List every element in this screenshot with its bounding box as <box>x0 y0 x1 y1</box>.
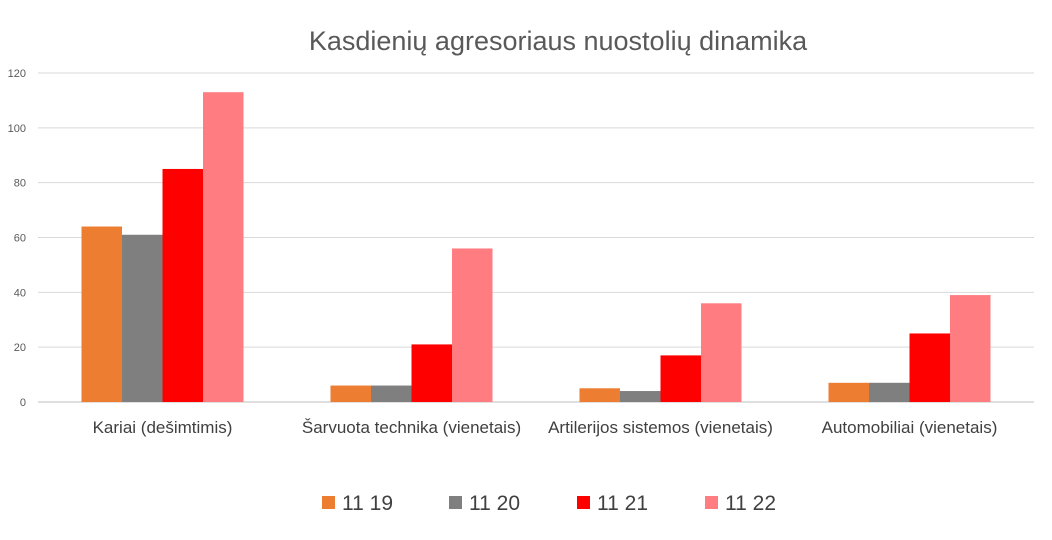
legend-swatch <box>322 496 335 509</box>
x-tick-label: Automobiliai (vienetais) <box>822 418 998 437</box>
legend-swatch <box>577 496 590 509</box>
bar <box>203 92 244 403</box>
bar <box>950 295 991 402</box>
y-tick-label: 120 <box>8 68 26 80</box>
x-tick-label: Kariai (dešimtimis) <box>93 418 233 437</box>
legend: 11 19 11 20 11 21 11 22 <box>322 492 776 515</box>
x-tick-label: Artilerijos sistemos (vienetais) <box>548 418 773 437</box>
legend-item: 11 20 <box>449 492 520 515</box>
y-tick-label: 80 <box>14 178 26 190</box>
legend-item: 11 19 <box>322 492 393 515</box>
y-tick-label: 0 <box>20 397 26 409</box>
y-tick-label: 40 <box>14 287 26 299</box>
bar <box>579 388 620 402</box>
bar <box>162 168 203 402</box>
x-axis-ticks: Kariai (dešimtimis) Šarvuota technika (vi… <box>93 418 998 437</box>
legend-item: 11 22 <box>705 492 776 515</box>
bar <box>81 226 122 402</box>
legend-label: 11 21 <box>597 492 648 515</box>
bar <box>122 234 163 402</box>
legend-swatch <box>449 496 462 509</box>
chart-title: Kasdienių agresoriaus nuostolių dinamika <box>309 26 808 56</box>
bar <box>869 382 910 402</box>
legend-item: 11 21 <box>577 492 648 515</box>
y-tick-label: 20 <box>14 342 26 354</box>
bar <box>701 303 742 402</box>
bar <box>452 248 493 402</box>
legend-label: 11 22 <box>725 492 776 515</box>
y-tick-label: 60 <box>14 233 26 245</box>
bar <box>330 385 371 402</box>
bars <box>81 92 991 403</box>
bar <box>411 344 452 402</box>
bar <box>660 355 701 402</box>
y-tick-label: 100 <box>8 123 26 135</box>
y-axis-ticks: 0 20 40 60 80 100 120 <box>8 68 26 409</box>
bar <box>909 333 950 402</box>
bar <box>371 385 412 402</box>
bar <box>620 391 661 402</box>
legend-swatch <box>705 496 718 509</box>
legend-label: 11 19 <box>342 492 393 515</box>
x-tick-label: Šarvuota technika (vienetais) <box>302 418 521 437</box>
bar <box>828 382 869 402</box>
legend-label: 11 20 <box>469 492 520 515</box>
